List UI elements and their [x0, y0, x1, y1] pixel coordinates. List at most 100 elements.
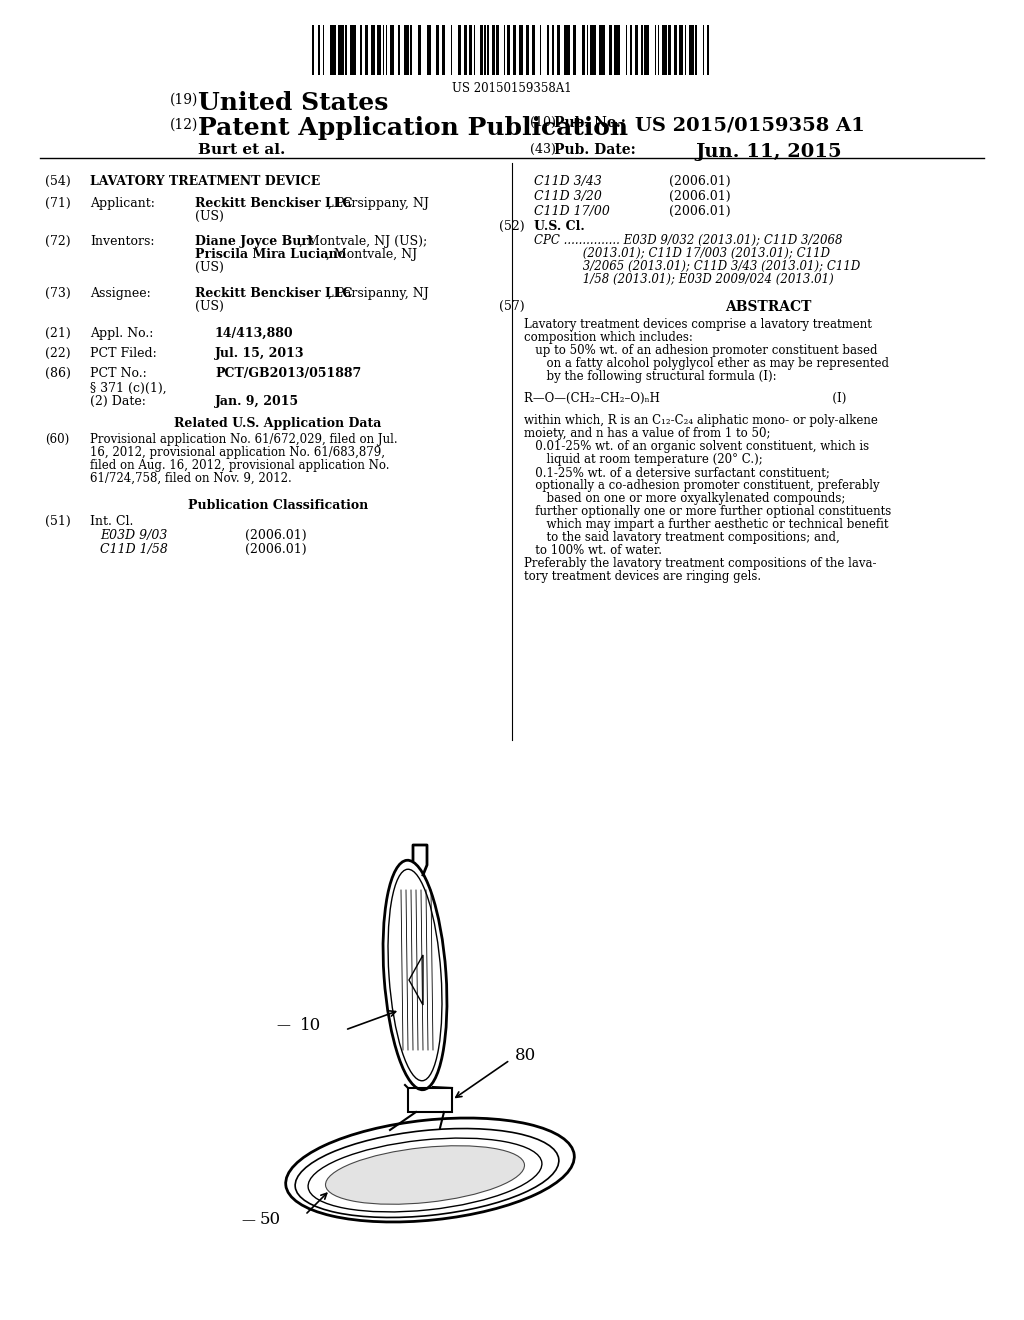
Bar	[459, 25, 462, 75]
Text: (72): (72)	[45, 235, 71, 248]
Text: by the following structural formula (I):: by the following structural formula (I):	[524, 370, 776, 383]
Text: C11D 1/58: C11D 1/58	[100, 543, 168, 556]
Bar	[599, 25, 605, 75]
Text: ABSTRACT: ABSTRACT	[725, 300, 811, 314]
Bar	[436, 25, 439, 75]
Bar	[685, 25, 686, 75]
Text: 14/413,880: 14/413,880	[215, 327, 294, 341]
Text: Reckitt Benckiser LLC: Reckitt Benckiser LLC	[195, 197, 352, 210]
Bar	[451, 25, 453, 75]
Text: (21): (21)	[45, 327, 71, 341]
Bar	[532, 25, 536, 75]
Text: optionally a co-adhesion promoter constituent, preferably: optionally a co-adhesion promoter consti…	[524, 479, 880, 492]
Text: to the said lavatory treatment compositions; and,: to the said lavatory treatment compositi…	[524, 531, 840, 544]
Bar	[513, 25, 516, 75]
Bar	[609, 25, 612, 75]
Bar	[386, 25, 387, 75]
Text: Preferably the lavatory treatment compositions of the lava-: Preferably the lavatory treatment compos…	[524, 557, 877, 570]
Text: , Parsipanny, NJ: , Parsipanny, NJ	[328, 286, 429, 300]
Text: 50: 50	[260, 1212, 282, 1229]
Text: moiety, and n has a value of from 1 to 50;: moiety, and n has a value of from 1 to 5…	[524, 426, 770, 440]
Bar	[469, 25, 472, 75]
Text: (2006.01): (2006.01)	[245, 543, 306, 556]
Text: 16, 2012, provisional application No. 61/683,879,: 16, 2012, provisional application No. 61…	[90, 446, 385, 459]
Text: 1/58 (2013.01); E03D 2009/024 (2013.01): 1/58 (2013.01); E03D 2009/024 (2013.01)	[534, 273, 834, 286]
Bar	[330, 25, 336, 75]
Text: (2006.01): (2006.01)	[669, 190, 731, 203]
Text: Assignee:: Assignee:	[90, 286, 151, 300]
Text: (51): (51)	[45, 515, 71, 528]
Bar	[674, 25, 677, 75]
Text: (2) Date:: (2) Date:	[90, 395, 145, 408]
Text: composition which includes:: composition which includes:	[524, 331, 693, 345]
Text: R—O—(CH₂–CH₂–O)ₙH                                              (I): R—O—(CH₂–CH₂–O)ₙH (I)	[524, 392, 847, 405]
Text: 3/2065 (2013.01); C11D 3/43 (2013.01); C11D: 3/2065 (2013.01); C11D 3/43 (2013.01); C…	[534, 260, 860, 273]
Bar	[484, 25, 485, 75]
Text: United States: United States	[198, 91, 388, 115]
Text: (43): (43)	[530, 143, 556, 156]
Text: , Montvale, NJ (US);: , Montvale, NJ (US);	[299, 235, 427, 248]
Text: LAVATORY TREATMENT DEVICE: LAVATORY TREATMENT DEVICE	[90, 176, 321, 187]
Text: (54): (54)	[45, 176, 71, 187]
Text: PCT No.:: PCT No.:	[90, 367, 146, 380]
Text: 10: 10	[300, 1016, 322, 1034]
Text: (2006.01): (2006.01)	[245, 529, 306, 543]
Bar	[654, 25, 656, 75]
Text: 0.01-25% wt. of an organic solvent constituent, which is: 0.01-25% wt. of an organic solvent const…	[524, 440, 869, 453]
Bar	[360, 25, 361, 75]
Bar	[427, 25, 431, 75]
Text: (22): (22)	[45, 347, 71, 360]
Text: C11D 17/00: C11D 17/00	[534, 205, 610, 218]
Text: Patent Application Publication: Patent Application Publication	[198, 116, 628, 140]
Text: 80: 80	[515, 1047, 537, 1064]
Text: (73): (73)	[45, 286, 71, 300]
Bar	[695, 25, 697, 75]
Text: which may impart a further aesthetic or technical benefit: which may impart a further aesthetic or …	[524, 517, 889, 531]
Text: (71): (71)	[45, 197, 71, 210]
Bar	[312, 25, 313, 75]
Text: 61/724,758, filed on Nov. 9, 2012.: 61/724,758, filed on Nov. 9, 2012.	[90, 473, 292, 484]
Bar	[573, 25, 577, 75]
Text: § 371 (c)(1),: § 371 (c)(1),	[90, 381, 167, 395]
Bar	[626, 25, 628, 75]
Ellipse shape	[326, 1146, 524, 1204]
Bar	[556, 25, 559, 75]
Text: PCT Filed:: PCT Filed:	[90, 347, 157, 360]
Bar	[487, 25, 488, 75]
Bar	[540, 25, 542, 75]
Text: Diane Joyce Burt: Diane Joyce Burt	[195, 235, 313, 248]
Text: , Parsippany, NJ: , Parsippany, NJ	[328, 197, 429, 210]
Text: (52): (52)	[499, 220, 524, 234]
Text: (2006.01): (2006.01)	[669, 176, 731, 187]
Text: Reckitt Benckiser LLC: Reckitt Benckiser LLC	[195, 286, 352, 300]
Text: (19): (19)	[170, 92, 199, 107]
Bar	[583, 25, 585, 75]
Text: Burt et al.: Burt et al.	[198, 143, 286, 157]
Text: to 100% wt. of water.: to 100% wt. of water.	[524, 544, 662, 557]
Text: C11D 3/20: C11D 3/20	[534, 190, 602, 203]
Text: (86): (86)	[45, 367, 71, 380]
Text: (2013.01); C11D 17/003 (2013.01); C11D: (2013.01); C11D 17/003 (2013.01); C11D	[534, 247, 830, 260]
Bar	[631, 25, 632, 75]
Bar	[497, 25, 499, 75]
Text: CPC ............... E03D 9/032 (2013.01); C11D 3/2068: CPC ............... E03D 9/032 (2013.01)…	[534, 234, 843, 247]
Text: on a fatty alcohol polyglycol ether as may be represented: on a fatty alcohol polyglycol ether as m…	[524, 356, 889, 370]
Bar	[411, 25, 412, 75]
Text: Inventors:: Inventors:	[90, 235, 155, 248]
Text: —: —	[276, 1018, 290, 1032]
Bar	[644, 25, 648, 75]
Text: Pub. Date:: Pub. Date:	[554, 143, 636, 157]
Text: (10): (10)	[530, 116, 556, 129]
Bar	[408, 1088, 452, 1111]
Text: based on one or more oxyalkylenated compounds;: based on one or more oxyalkylenated comp…	[524, 492, 846, 506]
Text: (US): (US)	[195, 300, 224, 313]
Text: up to 50% wt. of an adhesion promoter constituent based: up to 50% wt. of an adhesion promoter co…	[524, 345, 878, 356]
Bar	[377, 25, 381, 75]
Text: Priscila Mira Luciano: Priscila Mira Luciano	[195, 248, 346, 261]
Bar	[318, 25, 319, 75]
Text: tory treatment devices are ringing gels.: tory treatment devices are ringing gels.	[524, 570, 761, 583]
Text: Appl. No.:: Appl. No.:	[90, 327, 154, 341]
Bar	[338, 25, 344, 75]
Bar	[641, 25, 643, 75]
Text: Jun. 11, 2015: Jun. 11, 2015	[695, 143, 842, 161]
